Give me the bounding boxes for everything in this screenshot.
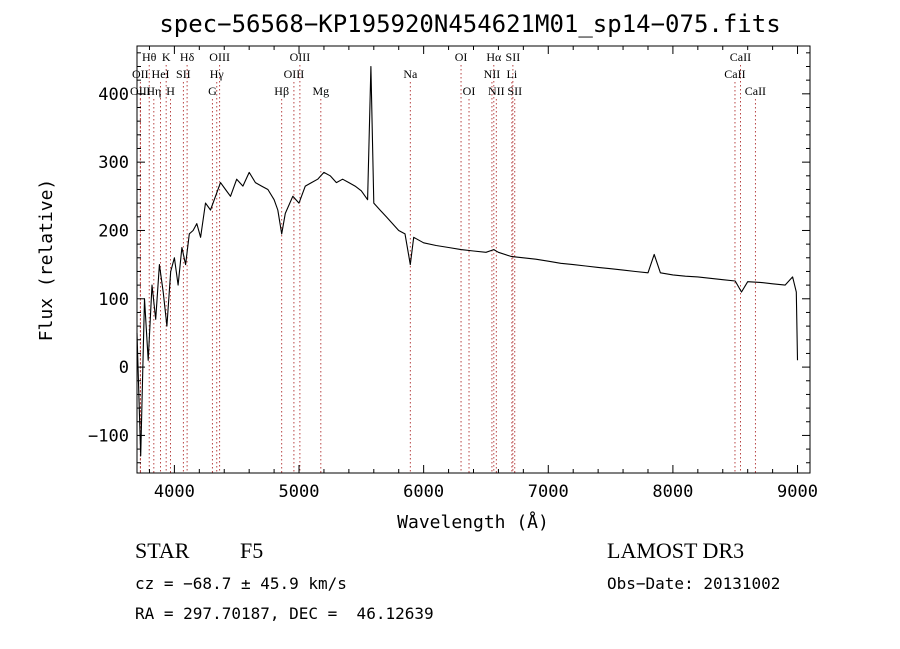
axis-ticks: 4000 5000 6000 7000 8000 9000 −100 0 100 200 300 40… — [88, 46, 818, 502]
x-axis-label: Wavelength (Å) — [397, 511, 549, 533]
line-marker-label-22: Hβ — [274, 84, 289, 98]
plot-frame — [136, 45, 811, 474]
line-marker-label-0: Hθ — [142, 50, 157, 64]
line-marker-label-17: CaII — [724, 67, 745, 81]
y-tick-label-0: −100 — [88, 426, 129, 446]
survey-name: LAMOST DR3 — [607, 538, 745, 563]
y-tick-label-1: 0 — [119, 358, 129, 378]
line-marker-label-8: CaII — [730, 50, 751, 64]
line-marker-label-23: Mg — [312, 84, 329, 98]
line-marker-label-18: OIII — [130, 84, 151, 98]
line-marker-label-13: OIII — [284, 67, 305, 81]
x-tick-label-2: 6000 — [403, 482, 444, 502]
x-tick-label-0: 4000 — [154, 482, 195, 502]
x-tick-label-4: 8000 — [652, 482, 693, 502]
subclass: F5 — [240, 538, 264, 563]
line-marker-label-7: SII — [506, 50, 521, 64]
line-marker-label-9: OII — [132, 67, 149, 81]
line-marker-label-1: K — [162, 50, 171, 64]
line-marker-label-21: G — [208, 84, 217, 98]
y-tick-label-2: 100 — [98, 290, 129, 310]
line-marker-label-5: OI — [455, 50, 468, 64]
x-tick-label-5: 9000 — [777, 482, 818, 502]
x-tick-label-3: 7000 — [528, 482, 569, 502]
line-markers: Hθ K Hδ OIII OIII OI Hα SII CaII OII HeI SII Hγ OIII N… — [130, 50, 766, 473]
line-marker-label-12: Hγ — [210, 67, 225, 81]
redshift-cz: cz = −68.7 ± 45.9 km/s — [135, 574, 347, 593]
series-layer — [136, 65, 799, 457]
line-marker-label-20: H — [166, 84, 175, 98]
line-marker-label-15: NII — [484, 67, 501, 81]
y-tick-label-5: 400 — [98, 85, 129, 105]
y-tick-label-4: 300 — [98, 153, 129, 173]
line-marker-label-10: HeI — [152, 67, 170, 81]
line-marker-label-26: SII — [507, 84, 522, 98]
line-marker-label-24: OI — [463, 84, 476, 98]
y-axis-label: Flux (relative) — [36, 179, 57, 342]
line-marker-label-2: Hδ — [180, 50, 195, 64]
x-tick-label-1: 5000 — [279, 482, 320, 502]
line-marker-label-14: Na — [403, 67, 418, 81]
chart-title: spec−56568−KP195920N454621M01_sp14−075.f… — [159, 10, 780, 38]
line-marker-label-19: Hη — [146, 84, 161, 98]
line-marker-label-25: NII — [488, 84, 505, 98]
line-marker-label-27: CaII — [745, 84, 766, 98]
line-marker-label-11: SII — [176, 67, 191, 81]
line-marker-label-4: OIII — [290, 50, 311, 64]
line-marker-label-6: Hα — [486, 50, 502, 64]
line-marker-label-16: Li — [507, 67, 518, 81]
obs-date: Obs−Date: 20131002 — [607, 574, 781, 593]
coordinates: RA = 297.70187, DEC = 46.12639 — [135, 604, 434, 623]
object-class: STAR — [135, 538, 190, 563]
line-marker-label-3: OIII — [209, 50, 230, 64]
y-tick-label-3: 200 — [98, 221, 129, 241]
series-line-0 — [136, 65, 799, 457]
